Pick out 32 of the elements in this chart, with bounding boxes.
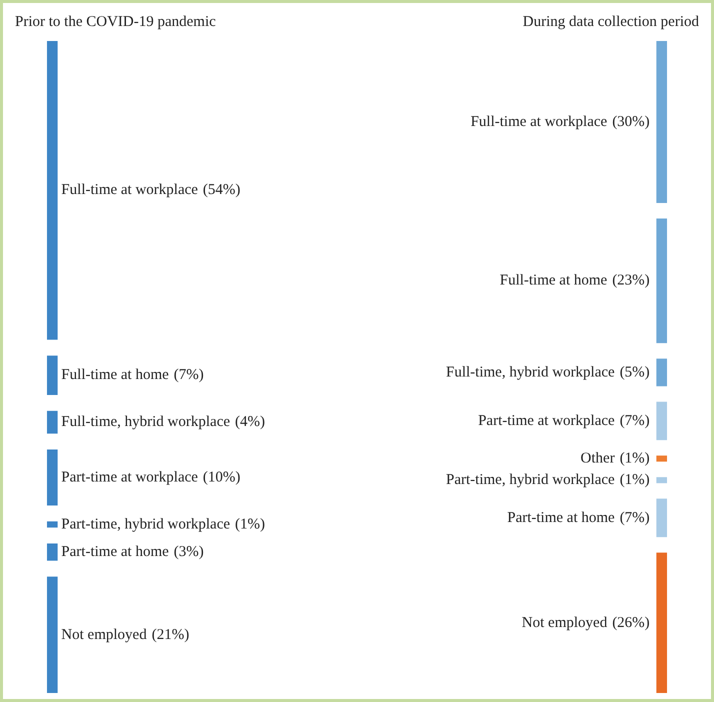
data-label: (1%): [620, 450, 650, 467]
data-label: (26%): [612, 614, 650, 631]
data-label: (1%): [235, 516, 266, 532]
data-label: (7%): [620, 510, 650, 526]
category-label: Full-time, hybrid workplace: [446, 364, 616, 380]
data-label: (5%): [620, 364, 650, 380]
data-label: (21%): [152, 626, 190, 643]
data-label: (3%): [174, 544, 204, 560]
data-label: (4%): [235, 414, 266, 430]
category-label: Part-time at workplace: [478, 412, 616, 429]
category-label: Full-time at workplace: [470, 114, 608, 130]
data-label: (7%): [174, 367, 204, 384]
category-label: Full-time, hybrid workplace: [61, 414, 230, 430]
category-label: Full-time at home: [61, 367, 170, 384]
data-label: (30%): [612, 114, 650, 130]
data-label: (23%): [612, 272, 650, 289]
category-label: Part-time at workplace: [61, 469, 198, 486]
category-label: Part-time, hybrid workplace: [446, 472, 616, 488]
data-label: (10%): [202, 469, 240, 486]
data-label: (7%): [620, 412, 650, 429]
category-label: Full-time at workplace: [61, 182, 198, 198]
text: Prior to the COVID-19 pandemic: [15, 14, 216, 30]
text: During data collection period: [522, 14, 700, 30]
category-label: Part-time, hybrid workplace: [61, 516, 230, 532]
category-label: Part-time at home: [61, 544, 170, 560]
data-label: (1%): [620, 472, 650, 488]
category-label: Part-time at home: [507, 510, 616, 526]
category-label: Not employed: [61, 626, 148, 643]
category-label: Full-time at home: [500, 272, 608, 289]
data-label: (54%): [202, 182, 240, 198]
category-label: Not employed: [522, 614, 608, 631]
category-label: Other: [580, 450, 615, 467]
